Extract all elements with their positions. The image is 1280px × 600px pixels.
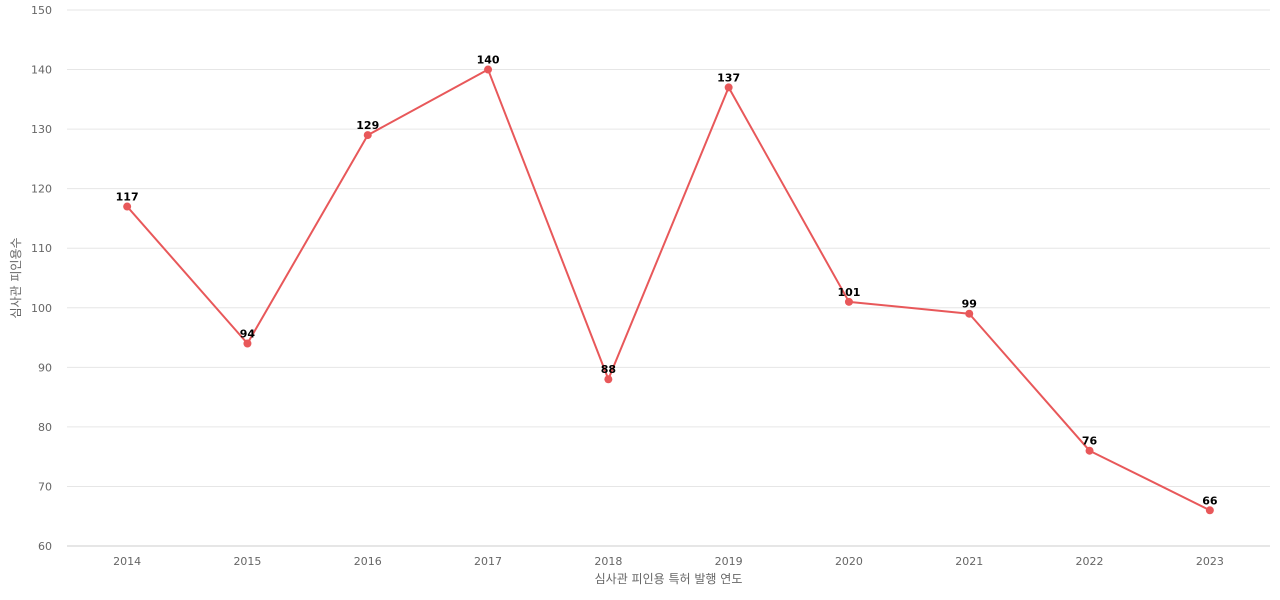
y-tick-label: 130 [31,123,52,136]
data-point [1205,506,1214,515]
series [123,65,1214,515]
x-axis-title: 심사관 피인용 특허 발행 연도 [595,571,743,586]
y-axis-title: 심사관 피인용수 [9,237,23,318]
data-point [724,83,733,92]
data-label: 101 [837,286,860,299]
data-point [1085,446,1094,455]
gridlines [67,9,1270,547]
series-line [126,68,1211,512]
x-tick-label: 2023 [1196,555,1224,568]
data-labels: 117 94 129 140 88 137 101 99 76 66 [116,54,1218,508]
data-point [363,131,372,140]
y-tick-label: 150 [31,4,52,17]
x-axis-ticks: 2014 2015 2016 2017 2018 2019 2020 2021 2022 2023 [113,555,1224,568]
data-label: 88 [601,363,616,376]
data-label: 117 [116,191,139,204]
x-tick-label: 2016 [354,555,382,568]
y-axis-ticks: 60 70 80 90 100 110 120 130 140 150 [31,4,52,553]
y-tick-label: 140 [31,64,52,77]
data-label: 137 [717,71,740,84]
x-tick-label: 2019 [715,555,743,568]
x-tick-label: 2015 [233,555,261,568]
data-label: 129 [356,119,379,132]
data-point [484,65,493,74]
data-label: 94 [240,328,256,341]
x-tick-label: 2020 [835,555,863,568]
x-tick-label: 2022 [1076,555,1104,568]
y-tick-label: 80 [38,421,52,434]
data-point [965,309,974,318]
data-point [243,339,252,348]
x-tick-label: 2017 [474,555,502,568]
x-tick-label: 2021 [955,555,983,568]
data-label: 66 [1202,494,1218,507]
y-tick-label: 60 [38,540,52,553]
y-tick-label: 70 [38,480,52,493]
data-point [844,297,853,306]
y-tick-label: 90 [38,361,52,374]
data-point [604,375,613,384]
data-point [123,202,132,211]
x-tick-label: 2018 [594,555,622,568]
data-label: 76 [1082,435,1098,448]
data-label: 140 [477,54,500,67]
y-tick-label: 100 [31,302,52,315]
x-tick-label: 2014 [113,555,141,568]
y-tick-label: 110 [31,242,52,255]
data-label: 99 [962,298,977,311]
y-tick-label: 120 [31,183,52,196]
